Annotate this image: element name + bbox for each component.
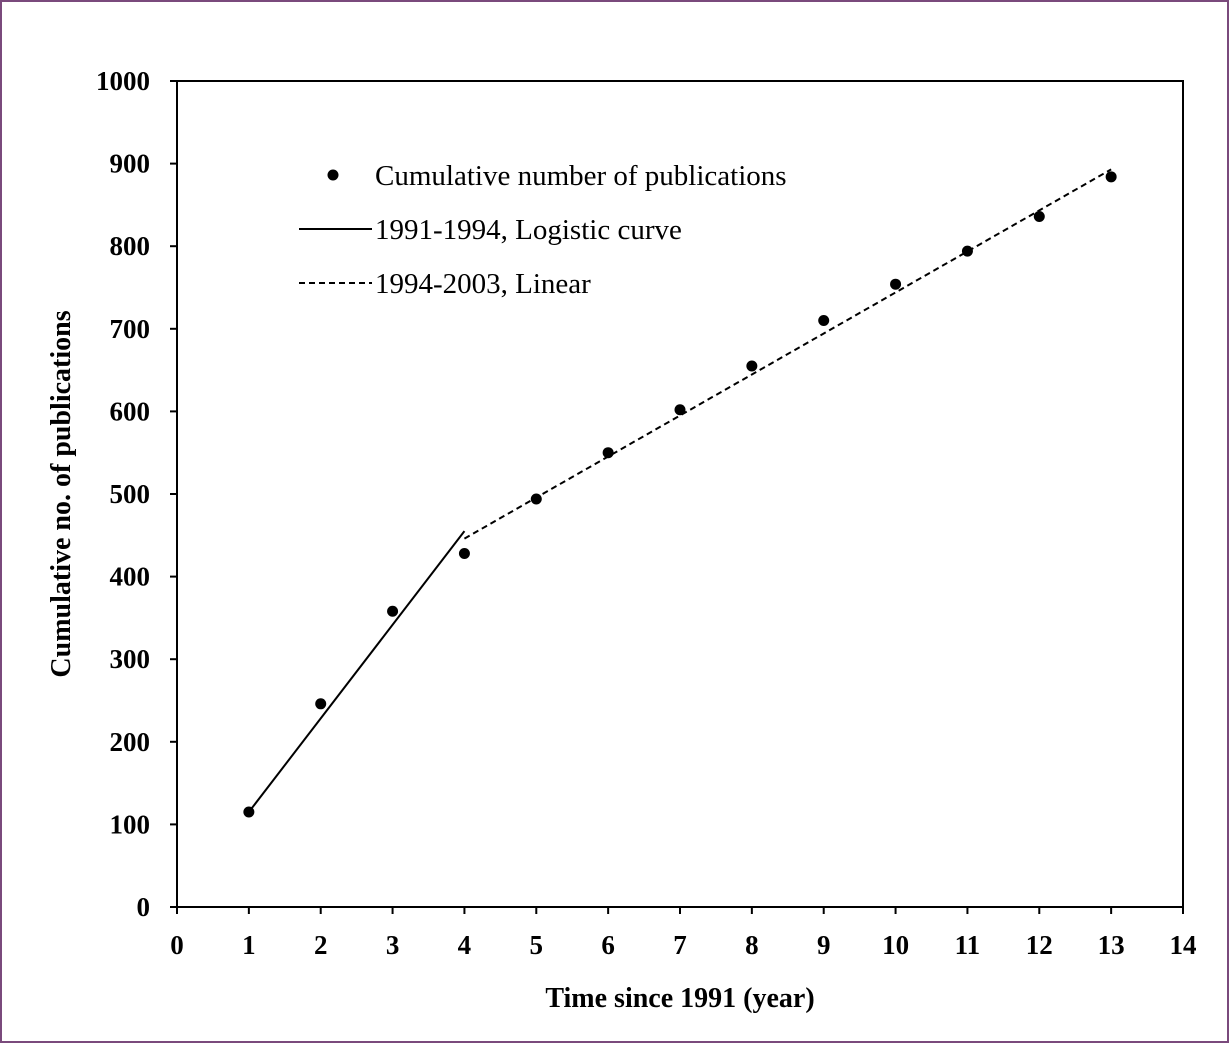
plot-border [176, 80, 1184, 908]
x-tick-label: 0 [170, 930, 184, 960]
legend-entry-linear: 1994-2003, Linear [375, 268, 591, 300]
data-point [818, 315, 830, 327]
y-tick-label: 500 [110, 479, 151, 509]
data-point [1105, 171, 1117, 183]
x-tick-label: 11 [955, 930, 981, 960]
series-layer [243, 168, 1117, 818]
legend-entry-scatter: Cumulative number of publications [375, 160, 787, 192]
x-axis-label: Time since 1991 (year) [545, 983, 814, 1014]
data-point [674, 404, 686, 416]
legend-entry-logistic: 1991-1994, Logistic curve [375, 214, 682, 246]
x-tick-label: 1 [242, 930, 256, 960]
linear-fit-line [463, 168, 1112, 540]
x-tick-label: 3 [386, 930, 400, 960]
x-axis-ticks: 0 1 2 3 4 5 6 7 8 9 10 11 12 13 14 [170, 907, 1197, 960]
y-tick-label: 0 [137, 892, 151, 922]
y-tick-label: 400 [110, 562, 151, 592]
x-tick-label: 4 [458, 930, 472, 960]
data-point [1033, 210, 1045, 222]
data-point [746, 360, 758, 372]
x-tick-label: 5 [530, 930, 544, 960]
y-tick-label: 800 [110, 231, 151, 261]
data-point [387, 605, 399, 617]
legend: Cumulative number of publications 1991-1… [299, 160, 787, 300]
data-point [961, 245, 973, 257]
y-tick-label: 900 [110, 149, 151, 179]
x-tick-label: 13 [1098, 930, 1125, 960]
x-tick-label: 10 [882, 930, 909, 960]
plot-area [176, 80, 1184, 908]
y-tick-label: 600 [110, 396, 151, 426]
legend-marker-scatter [327, 169, 339, 181]
logistic-fit-line [248, 530, 466, 813]
x-tick-label: 8 [745, 930, 759, 960]
x-tick-label: 6 [601, 930, 615, 960]
y-tick-label: 200 [110, 727, 151, 757]
x-tick-label: 2 [314, 930, 328, 960]
y-tick-label: 100 [110, 809, 151, 839]
x-tick-label: 12 [1026, 930, 1053, 960]
x-tick-label: 14 [1170, 930, 1197, 960]
y-tick-label: 1000 [96, 66, 150, 96]
data-point [315, 698, 327, 710]
y-axis-ticks: 0 100 200 300 400 500 600 700 800 900 1000 [96, 66, 177, 922]
y-tick-label: 300 [110, 644, 151, 674]
y-tick-label: 700 [110, 314, 151, 344]
x-tick-label: 7 [673, 930, 687, 960]
data-point [602, 447, 614, 459]
data-point [458, 547, 470, 559]
data-point [890, 278, 902, 290]
y-axis-label: Cumulative no. of publications [46, 310, 77, 677]
data-point [530, 493, 542, 505]
data-point [243, 806, 255, 818]
x-tick-label: 9 [817, 930, 831, 960]
